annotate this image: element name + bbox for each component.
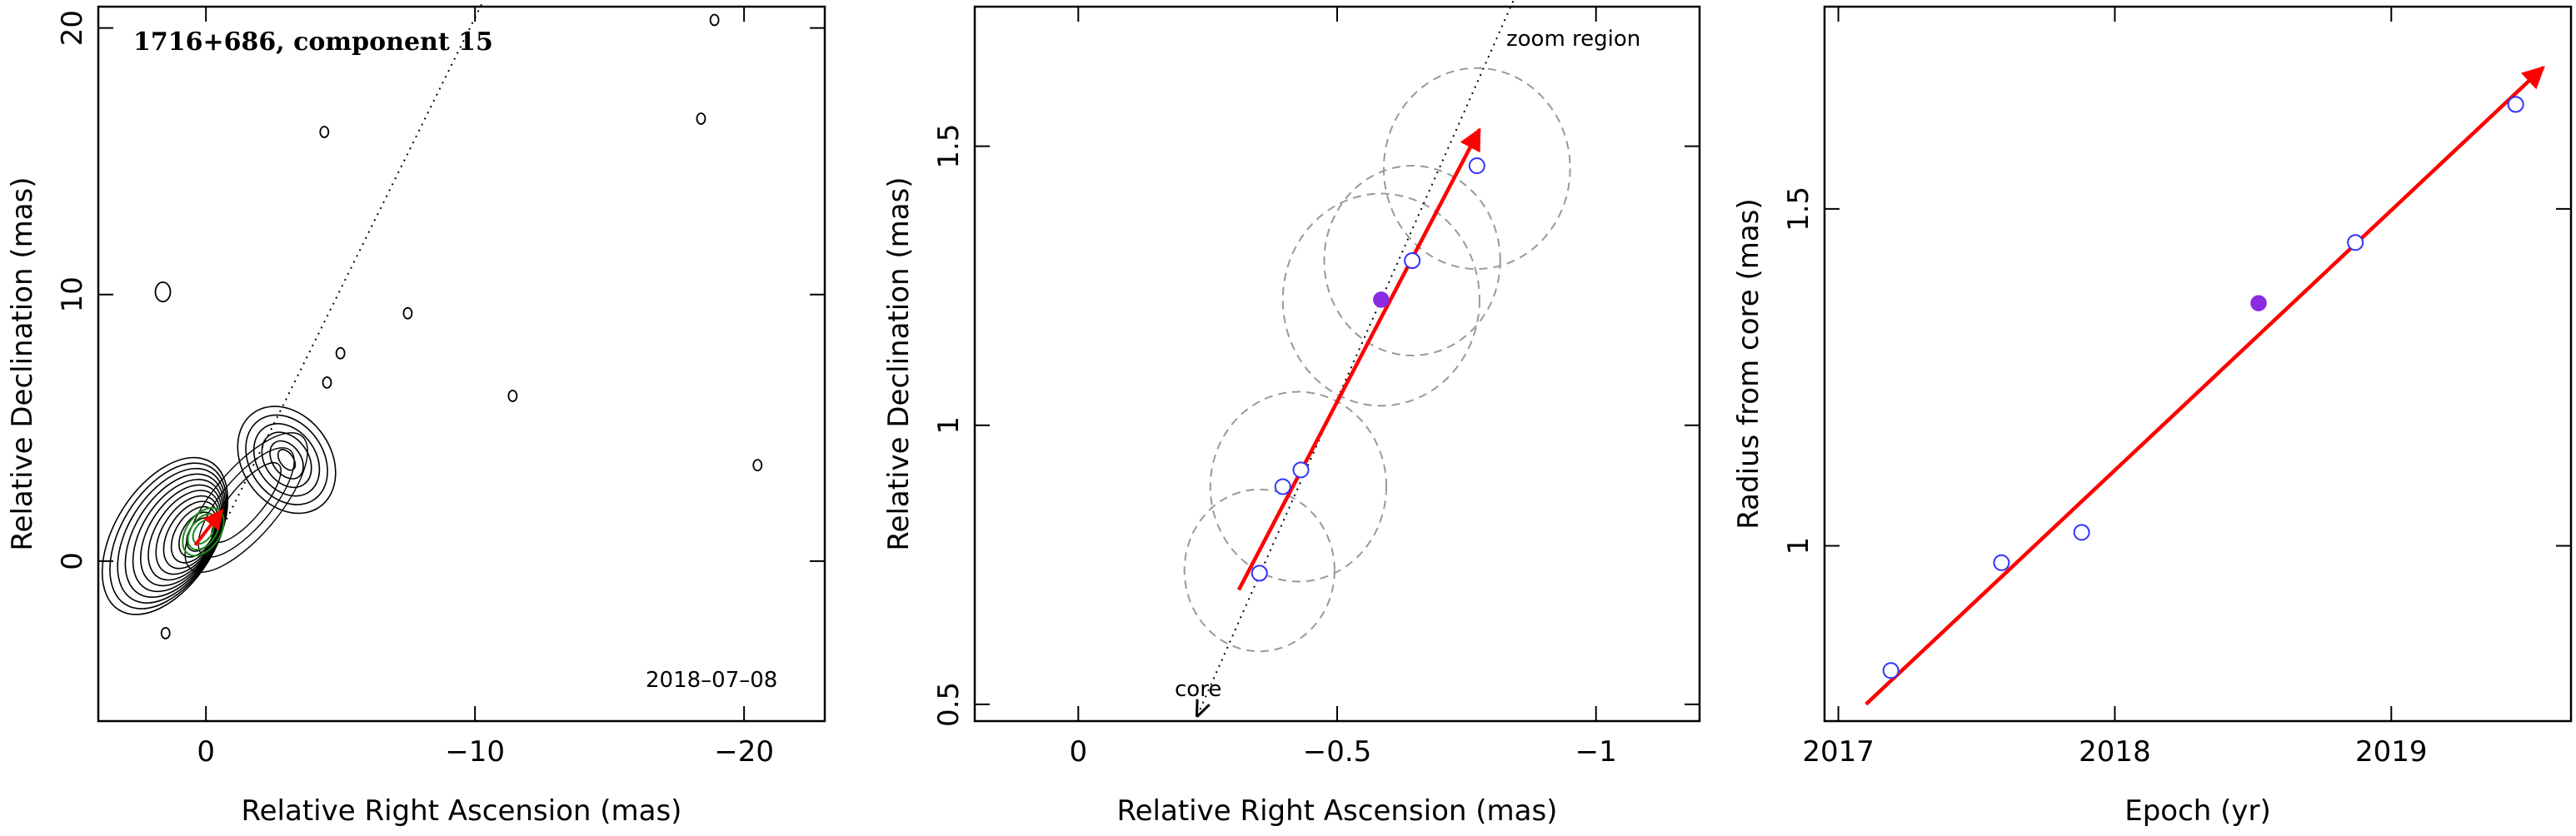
fit-line bbox=[1865, 65, 2545, 706]
contour-blob bbox=[402, 306, 413, 320]
bridge-contour bbox=[184, 432, 308, 573]
contour-blob bbox=[160, 626, 171, 639]
data-point-open bbox=[2347, 234, 2364, 251]
bridge-contour bbox=[211, 462, 282, 543]
panel2-core-label: core bbox=[1175, 677, 1221, 702]
panel3-frame bbox=[1823, 5, 2573, 723]
x-tick-label: 2018 bbox=[2079, 735, 2151, 769]
data-point-filled bbox=[1373, 291, 1390, 308]
panel1-frame bbox=[97, 5, 826, 723]
y-tick-label: 1 bbox=[932, 416, 966, 435]
panel1-title: 1716+686, component 15 bbox=[133, 27, 493, 57]
panel2-frame bbox=[973, 5, 1701, 723]
core-contour bbox=[162, 500, 219, 570]
data-point-open bbox=[1882, 662, 1900, 679]
x-axis-label: Epoch (yr) bbox=[2124, 794, 2271, 828]
x-tick-label: 0 bbox=[1069, 735, 1087, 769]
x-tick-label: −10 bbox=[445, 735, 505, 769]
jet-contour bbox=[245, 414, 328, 505]
core-motion-vector bbox=[193, 509, 224, 546]
error-circle bbox=[1323, 165, 1501, 356]
motion-vector bbox=[1236, 127, 1481, 591]
panel2-zoom-label: zoom region bbox=[1506, 27, 1640, 52]
data-point-open bbox=[1251, 565, 1268, 582]
y-tick-label: 10 bbox=[56, 276, 89, 312]
jet-contour bbox=[269, 440, 304, 480]
data-point-open bbox=[1274, 478, 1291, 495]
contour-blob bbox=[319, 126, 330, 138]
x-axis-label: Relative Right Ascension (mas) bbox=[1117, 794, 1558, 828]
y-tick-label: 0.5 bbox=[932, 682, 966, 727]
jet-contour bbox=[277, 449, 297, 471]
x-tick-label: 0 bbox=[197, 735, 215, 769]
contour-blob bbox=[696, 112, 706, 125]
jet-axis-line bbox=[205, 1, 484, 562]
data-point-open bbox=[2507, 96, 2524, 113]
core-contour bbox=[132, 479, 224, 593]
bridge-contour bbox=[197, 447, 295, 558]
y-tick-label: 20 bbox=[56, 10, 89, 46]
error-circle bbox=[1183, 488, 1335, 653]
contour-blob bbox=[154, 281, 172, 303]
y-axis-label: Relative Declination (mas) bbox=[6, 177, 39, 550]
data-point-open bbox=[1993, 554, 2010, 571]
jet-contour bbox=[252, 423, 321, 497]
x-tick-label: 2017 bbox=[1802, 735, 1875, 769]
contour-blob bbox=[322, 376, 332, 389]
core-contour bbox=[109, 462, 227, 610]
contour-blob bbox=[335, 346, 346, 360]
panel1-date-label: 2018–07–08 bbox=[646, 668, 777, 693]
core-contour bbox=[101, 456, 229, 615]
data-point-filled bbox=[2250, 295, 2267, 311]
contour-blob bbox=[752, 459, 763, 472]
data-point-open bbox=[1468, 157, 1485, 175]
x-axis-label: Relative Right Ascension (mas) bbox=[242, 794, 682, 828]
data-point-open bbox=[2073, 524, 2090, 541]
x-tick-label: 2019 bbox=[2355, 735, 2428, 769]
jet-contour bbox=[237, 406, 337, 515]
y-axis-label: Relative Declination (mas) bbox=[882, 177, 916, 550]
jet-axis-line bbox=[1197, 0, 1515, 715]
contour-blob bbox=[709, 13, 720, 27]
core-contour bbox=[124, 473, 225, 599]
x-tick-label: −20 bbox=[714, 735, 774, 769]
contour-blob bbox=[507, 390, 518, 402]
error-circle bbox=[1281, 192, 1480, 407]
y-tick-label: 0 bbox=[56, 552, 89, 570]
jet-contour bbox=[261, 431, 312, 489]
core-contour bbox=[140, 484, 222, 587]
data-point-open bbox=[1404, 251, 1421, 269]
x-tick-label: −0.5 bbox=[1303, 735, 1372, 769]
y-tick-label: 1.5 bbox=[932, 124, 966, 169]
y-axis-label: Radius from core (mas) bbox=[1732, 198, 1765, 529]
y-tick-label: 1.5 bbox=[1782, 187, 1815, 231]
error-circle bbox=[1209, 391, 1388, 583]
data-point-open bbox=[1292, 461, 1310, 479]
core-contour bbox=[117, 467, 227, 604]
error-circle bbox=[1382, 67, 1571, 271]
x-tick-label: −1 bbox=[1575, 735, 1617, 769]
y-tick-label: 1 bbox=[1782, 537, 1815, 555]
